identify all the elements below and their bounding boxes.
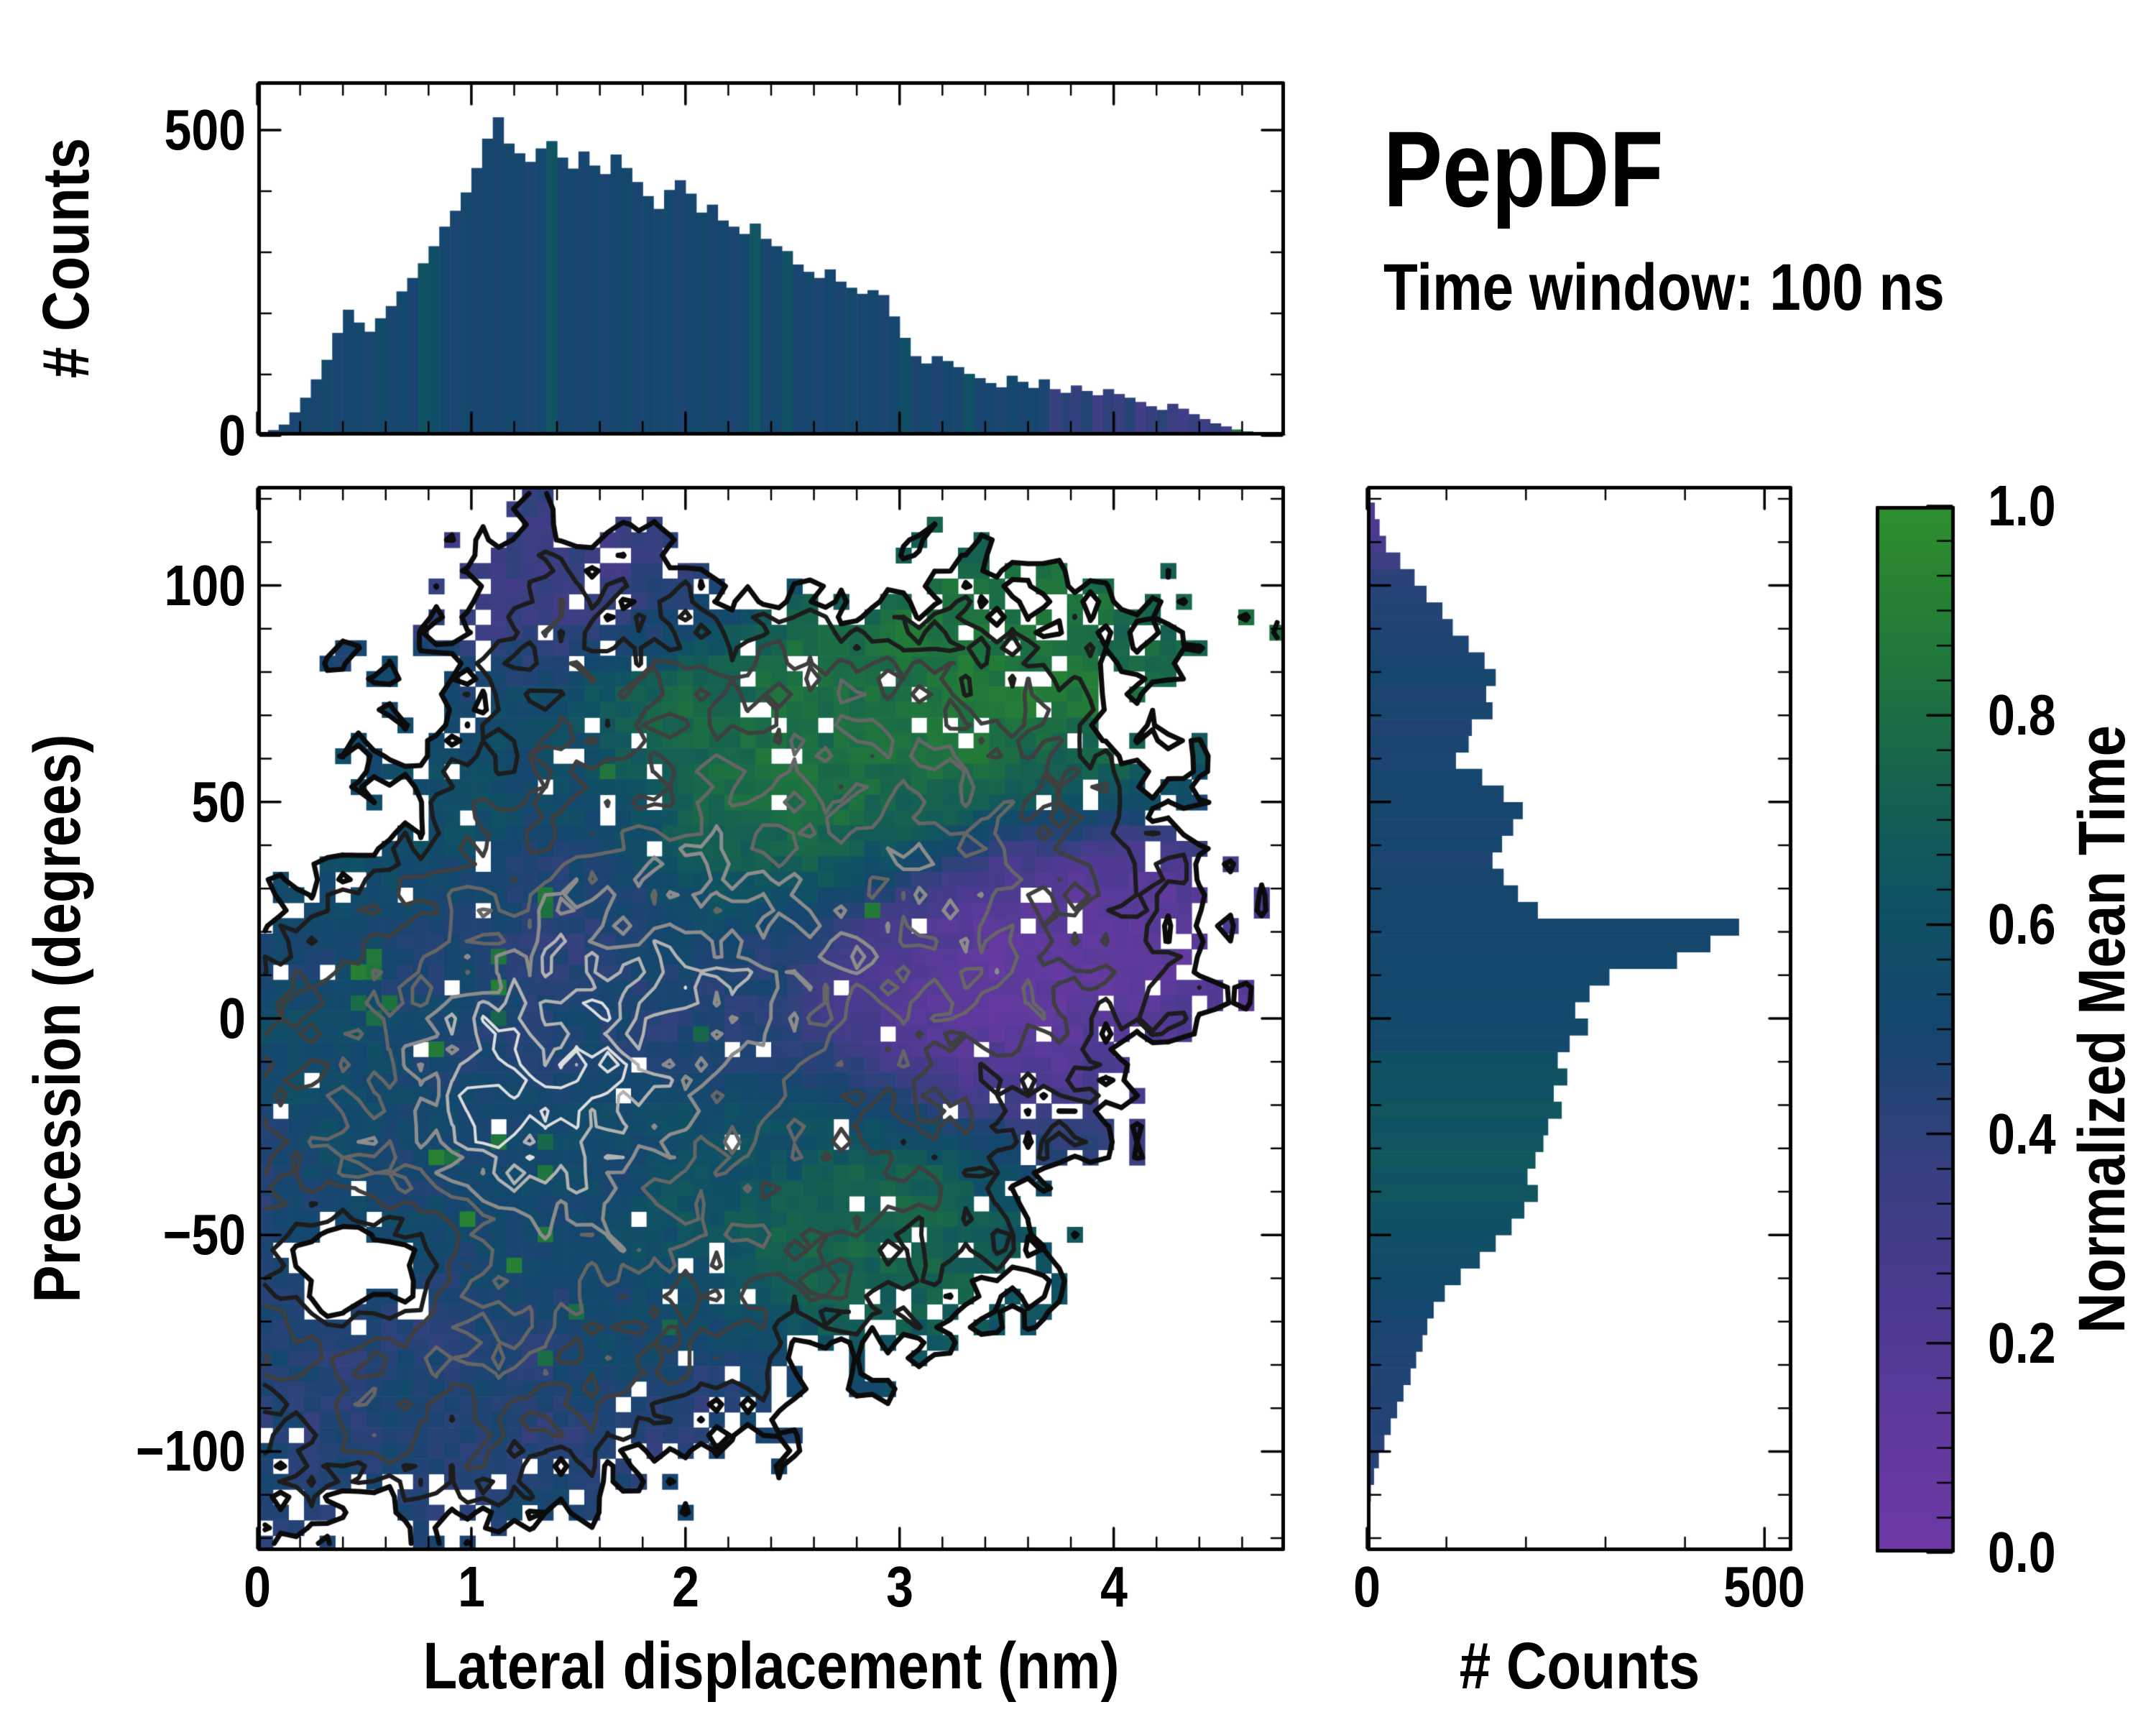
main-y-tick-label: −50 [162, 1202, 246, 1267]
main-y-tick-label: 50 [191, 769, 246, 834]
main-y-tick-label: 100 [164, 553, 246, 617]
main-y-tick-label: −100 [135, 1419, 246, 1484]
main-x-tick-label: 1 [457, 1555, 485, 1619]
top-hist-y-tick-label: 0 [218, 403, 246, 467]
right-hist-x-tick-label: 500 [1723, 1555, 1805, 1619]
main-ylabel: Precession (degrees) [21, 734, 94, 1303]
main-x-tick-label: 0 [244, 1555, 271, 1619]
colorbar-tick-label: 0.2 [1988, 1310, 2056, 1375]
colorbar-tick-label: 0.8 [1988, 683, 2056, 748]
right-hist-x-tick-label: 0 [1353, 1555, 1381, 1619]
main-xlabel: Lateral displacement (nm) [423, 1629, 1120, 1703]
main-x-tick-label: 2 [671, 1555, 699, 1619]
main-y-tick-label: 0 [218, 986, 246, 1050]
colorbar-tick-label: 1.0 [1988, 474, 2056, 538]
main-x-tick-label: 3 [885, 1555, 913, 1619]
colorbar-tick-label: 0.4 [1988, 1101, 2056, 1166]
right-hist-xlabel: # Counts [1459, 1629, 1700, 1703]
top-hist-y-tick-label: 500 [164, 98, 246, 162]
colorbar-tick-label: 0.0 [1988, 1520, 2056, 1584]
colorbar-label: Normalized Mean Time [2065, 725, 2139, 1333]
page-title: PepDF [1383, 109, 1664, 229]
page-subtitle: Time window: 100 ns [1383, 251, 1945, 324]
top-hist-ylabel: # Counts [29, 137, 103, 379]
colorbar-tick-label: 0.6 [1988, 892, 2056, 957]
main-x-tick-label: 4 [1100, 1555, 1128, 1619]
